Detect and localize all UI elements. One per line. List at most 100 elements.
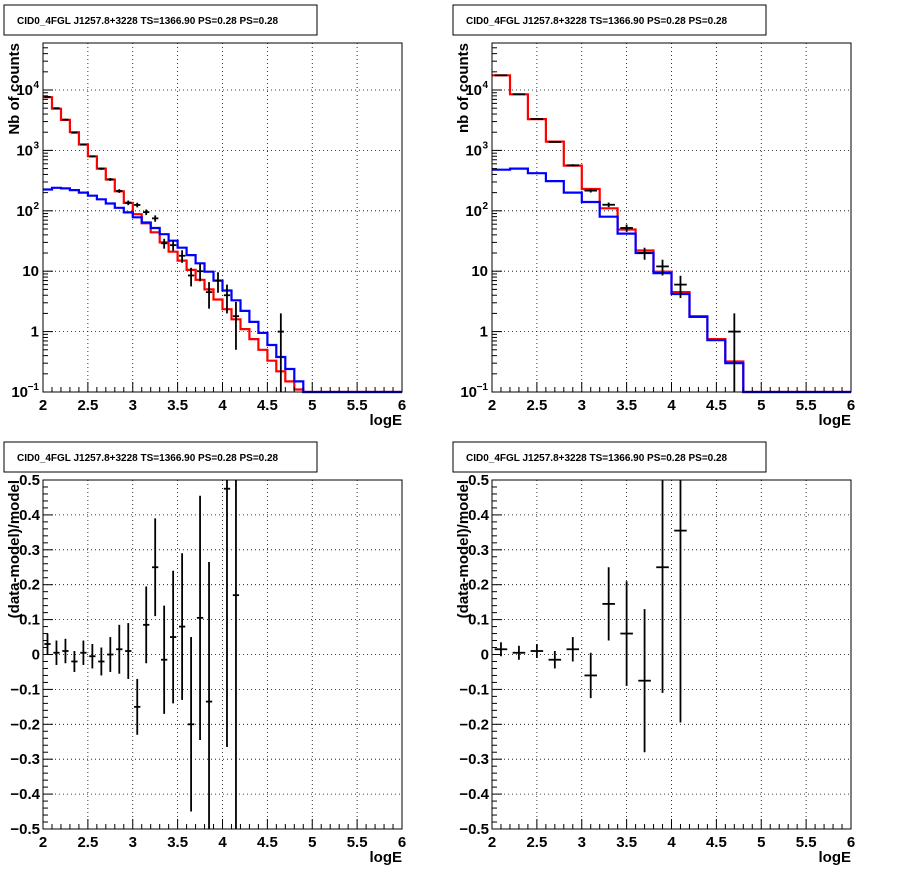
y-tick-label: −0.5 xyxy=(459,821,489,838)
data-point xyxy=(80,143,87,146)
y-tick-label: 0.2 xyxy=(468,577,489,594)
data-point xyxy=(602,567,615,641)
data-point xyxy=(566,164,580,167)
y-tick-exponent: 2 xyxy=(33,201,39,212)
data-point xyxy=(232,480,240,829)
x-tick-label: 5.5 xyxy=(347,397,368,414)
x-tick-label: 4.5 xyxy=(706,834,727,851)
data-point xyxy=(98,647,105,676)
y-tick-label: 1 xyxy=(31,324,39,341)
y-tick-label: 10 xyxy=(465,203,482,220)
data-point xyxy=(728,313,741,392)
title-box xyxy=(452,4,767,36)
x-axis-title: logE xyxy=(819,412,852,429)
x-tick-label: 4 xyxy=(218,397,227,414)
chart-title: CID0_4FGL J1257.8+3228 TS=1366.90 PS=0.2… xyxy=(17,453,279,464)
x-tick-label: 2.5 xyxy=(526,834,547,851)
x-tick-label: 3.5 xyxy=(616,397,637,414)
y-tick-exponent: 3 xyxy=(33,140,39,151)
x-tick-label: 3.5 xyxy=(616,834,637,851)
x-tick-label: 3.5 xyxy=(167,834,188,851)
data-point xyxy=(223,284,231,314)
data-point xyxy=(152,215,159,222)
y-tick-label: −0.2 xyxy=(459,716,489,733)
x-tick-label: 2.5 xyxy=(77,834,98,851)
x-tick-label: 4 xyxy=(667,834,676,851)
y-tick-exponent: −1 xyxy=(477,382,489,393)
data-point xyxy=(53,107,60,110)
data-point xyxy=(143,209,150,216)
data-point xyxy=(44,95,51,98)
data-point xyxy=(169,240,177,251)
data-point xyxy=(125,200,132,206)
data-point xyxy=(196,263,204,282)
x-tick-label: 3 xyxy=(129,834,137,851)
y-tick-label: −0.5 xyxy=(10,821,40,838)
data-point xyxy=(205,562,213,829)
y-axis-title: (data-model)/model xyxy=(6,480,23,618)
series-line-red xyxy=(492,74,851,394)
chart-panel-4: 2 2.5 3 3.5 4 4.5 5 5.5 6 −0.5 −0.4 −0.3 −0.2 −0.1 0 0.… xyxy=(452,441,855,866)
y-tick-label: −0.4 xyxy=(10,786,40,803)
x-tick-label: 6 xyxy=(847,834,855,851)
y-tick-label: 10 xyxy=(16,203,33,220)
data-point xyxy=(152,518,159,617)
x-axis-title: logE xyxy=(370,412,403,429)
x-tick-label: 2 xyxy=(488,834,496,851)
data-point xyxy=(602,202,615,208)
title-box xyxy=(3,441,318,473)
x-tick-label: 3 xyxy=(578,834,586,851)
y-tick-exponent: −1 xyxy=(28,382,40,393)
y-axis-title: Nb of counts xyxy=(6,43,23,135)
y-axis-title: nb of counts xyxy=(455,43,472,133)
data-point xyxy=(277,313,284,392)
x-tick-label: 6 xyxy=(847,397,855,414)
data-point xyxy=(161,605,168,714)
data-point xyxy=(494,642,508,657)
y-tick-label: 0.4 xyxy=(468,507,490,524)
x-tick-label: 3 xyxy=(129,397,137,414)
chart-title: CID0_4FGL J1257.8+3228 TS=1366.90 PS=0.2… xyxy=(466,16,728,27)
y-tick-label: −0.2 xyxy=(10,716,40,733)
x-tick-label: 5.5 xyxy=(796,834,817,851)
y-tick-label: 0 xyxy=(32,647,40,664)
data-point xyxy=(89,155,96,158)
y-tick-label: 0 xyxy=(481,647,489,664)
y-tick-label: 10 xyxy=(22,263,39,280)
data-point xyxy=(107,178,114,181)
data-point xyxy=(71,651,78,672)
y-tick-label: 10 xyxy=(465,82,482,99)
data-point xyxy=(205,282,213,309)
x-tick-label: 2 xyxy=(488,397,496,414)
y-tick-exponent: 2 xyxy=(482,201,488,212)
data-point xyxy=(656,480,669,693)
data-point xyxy=(638,247,651,260)
data-point xyxy=(530,644,544,658)
data-point xyxy=(134,202,141,208)
x-tick-label: 2 xyxy=(39,834,47,851)
x-tick-label: 5.5 xyxy=(347,834,368,851)
y-tick-label: 0.1 xyxy=(468,612,489,629)
y-tick-label: 10 xyxy=(16,142,33,159)
x-tick-label: 2 xyxy=(39,397,47,414)
x-tick-label: 6 xyxy=(398,397,406,414)
data-point xyxy=(223,480,231,747)
data-point xyxy=(512,645,526,660)
x-tick-label: 4.5 xyxy=(257,834,278,851)
x-tick-label: 5 xyxy=(757,834,765,851)
title-box xyxy=(452,441,767,473)
data-point xyxy=(98,167,105,170)
x-axis-title: logE xyxy=(819,849,852,866)
y-tick-label: −0.1 xyxy=(459,681,489,698)
data-point xyxy=(107,637,114,672)
y-tick-label: 10 xyxy=(471,263,488,280)
data-point xyxy=(62,638,69,664)
data-point xyxy=(178,553,186,700)
data-point xyxy=(187,637,195,812)
y-tick-label: 10 xyxy=(11,384,28,401)
x-tick-label: 5 xyxy=(308,397,316,414)
x-tick-label: 4 xyxy=(667,397,676,414)
data-point xyxy=(161,238,168,249)
x-tick-label: 4 xyxy=(218,834,227,851)
